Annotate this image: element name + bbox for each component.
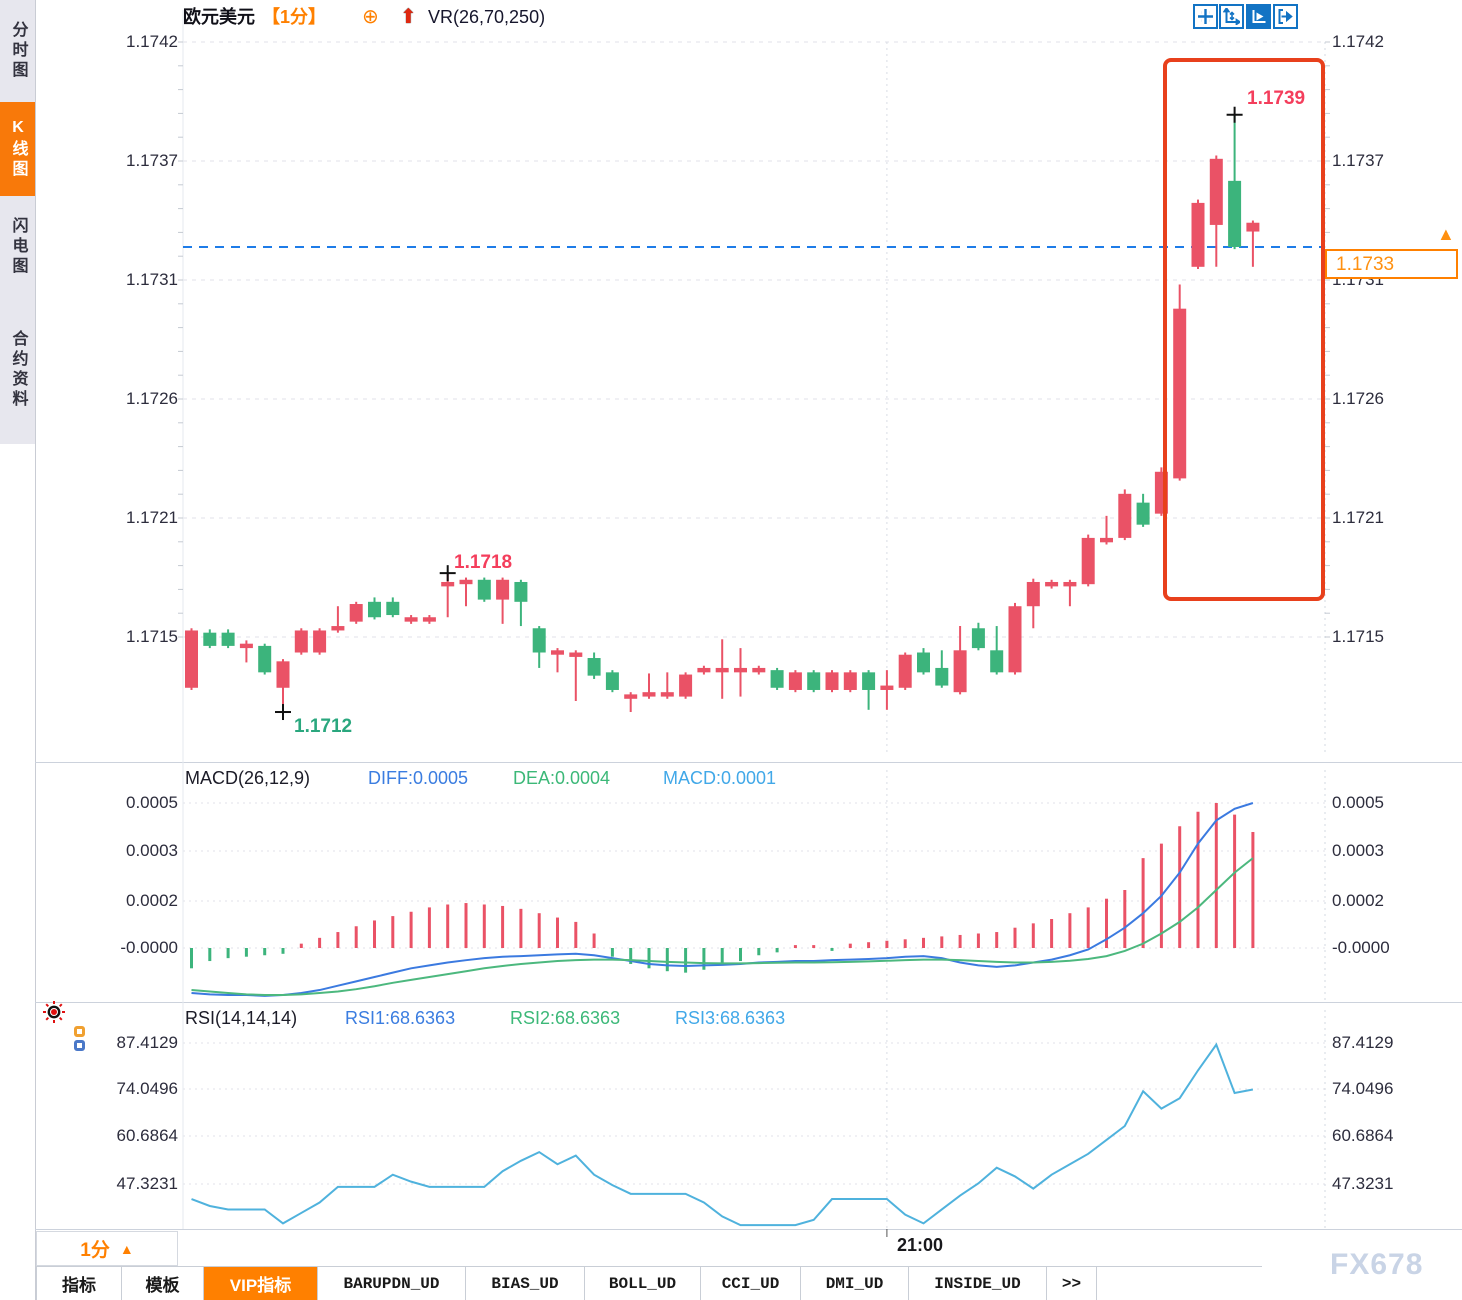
indicator-tab-barupdnud[interactable]: BARUPDN_UD [318,1267,466,1300]
swing-high-annotation: 1.1718 [454,552,513,573]
axis-label: -0.0000 [120,938,178,957]
axis-label: 47.3231 [1332,1174,1394,1193]
axis-label: 74.0496 [1332,1079,1394,1098]
macd-macd-value: MACD:0.0001 [663,768,777,788]
indicator-tab-cciud[interactable]: CCI_UD [701,1267,801,1300]
period-selector-arrow-icon: ▲ [119,1240,134,1257]
axis-label: 0.0005 [126,793,178,812]
axis-label: 0.0003 [126,841,178,860]
axis-scale-icon[interactable] [1219,4,1244,29]
axis-label: 1.1731 [126,270,178,289]
period-tag: 【1分】 [262,7,327,27]
hot-indicator-icon [43,1001,65,1023]
auto-scale-icon[interactable] [1246,4,1271,29]
surge-highlight-box [1163,58,1325,601]
axis-label: 60.6864 [1332,1126,1394,1145]
sidebar-tab-lightning-chart[interactable]: 闪电图 [0,200,35,294]
indicator-tab-biasud[interactable]: BIAS_UD [466,1267,585,1300]
indicator-tab-vip[interactable]: VIP指标 [204,1267,318,1300]
rsi2-value: RSI2:68.6363 [510,1008,621,1028]
fx678-watermark: FX678 [1330,1248,1424,1281]
indicator-tab-insideud[interactable]: INSIDE_UD [909,1267,1047,1300]
axis-label: 0.0002 [126,891,178,910]
axis-label: 1.1742 [1332,32,1384,51]
time-axis-divider [35,1229,1462,1230]
mini-marker-blue-icon [74,1040,85,1051]
axis-label: 0.0002 [1332,891,1384,910]
indicator-tab->>[interactable]: >> [1047,1267,1097,1300]
time-axis-label: 21:00 [897,1235,944,1255]
buy-signal-arrow-icon: ⬆ [400,6,417,28]
vr-indicator-label: VR(26,70,250) [428,7,546,27]
axis-label: 1.1721 [1332,508,1384,527]
axis-label: -0.0000 [1332,938,1390,957]
rsi1-value: RSI1:68.6363 [345,1008,456,1028]
symbol-title: 欧元美元 [183,7,255,27]
indicator-tab-bar: 指标 模板 VIP指标 BARUPDN_UD BIAS_UD BOLL_UD CCI_UD D… [36,1266,1262,1300]
macd-dea-value: DEA:0.0004 [513,768,611,788]
indicator-tab-[interactable]: 模板 [122,1267,204,1300]
macd-panel-divider [35,762,1462,763]
axis-label: 1.1726 [1332,389,1384,408]
mini-marker-orange-icon [74,1026,85,1037]
rsi3-value: RSI3:68.6363 [675,1008,786,1028]
sidebar-tab-kline-chart[interactable]: K线图 [0,102,35,196]
high-price-annotation: 1.1739 [1247,88,1306,109]
add-indicator-icon[interactable]: ⊕ [362,6,379,28]
axis-label: 1.1715 [1332,627,1384,646]
price-up-arrow-icon: ▲ [1437,224,1455,244]
axis-label: 0.0003 [1332,841,1384,860]
sidebar-tab-time-chart[interactable]: 分时图 [0,4,35,98]
sidebar-tab-contract-info[interactable]: 合约资料 [0,298,35,442]
axis-label: 1.1726 [126,389,178,408]
axis-label: 1.1721 [126,508,178,527]
axis-label: 87.4129 [1332,1033,1394,1052]
last-price-tag: 1.1733 [1325,249,1458,279]
axis-label: 1.1737 [1332,151,1384,170]
rsi-title: RSI(14,14,14) [185,1008,298,1028]
axis-label: 47.3231 [116,1174,178,1193]
rsi-panel-divider [35,1002,1462,1003]
axis-label: 1.1715 [126,627,178,646]
indicator-tab-dmiud[interactable]: DMI_UD [801,1267,909,1300]
shift-right-icon[interactable] [1273,4,1298,29]
macd-diff-value: DIFF:0.0005 [368,768,469,788]
axis-label: 60.6864 [116,1126,178,1145]
period-selector-value: 1分 [80,1240,110,1261]
axis-label: 1.1742 [126,32,178,51]
axis-label: 74.0496 [116,1079,178,1098]
period-selector-button[interactable]: 1分 ▲ [36,1231,178,1266]
axis-label: 1.1737 [126,151,178,170]
pan-crosshair-icon[interactable] [1193,4,1218,29]
indicator-tab-bollud[interactable]: BOLL_UD [585,1267,701,1300]
axis-label: 0.0005 [1332,793,1384,812]
sidebar: 分时图 K线图 闪电图 合约资料 [0,0,36,1300]
macd-title: MACD(26,12,9) [185,768,311,788]
low-price-annotation: 1.1712 [294,716,353,737]
indicator-tab-[interactable]: 指标 [36,1267,122,1300]
axis-label: 87.4129 [116,1033,178,1052]
